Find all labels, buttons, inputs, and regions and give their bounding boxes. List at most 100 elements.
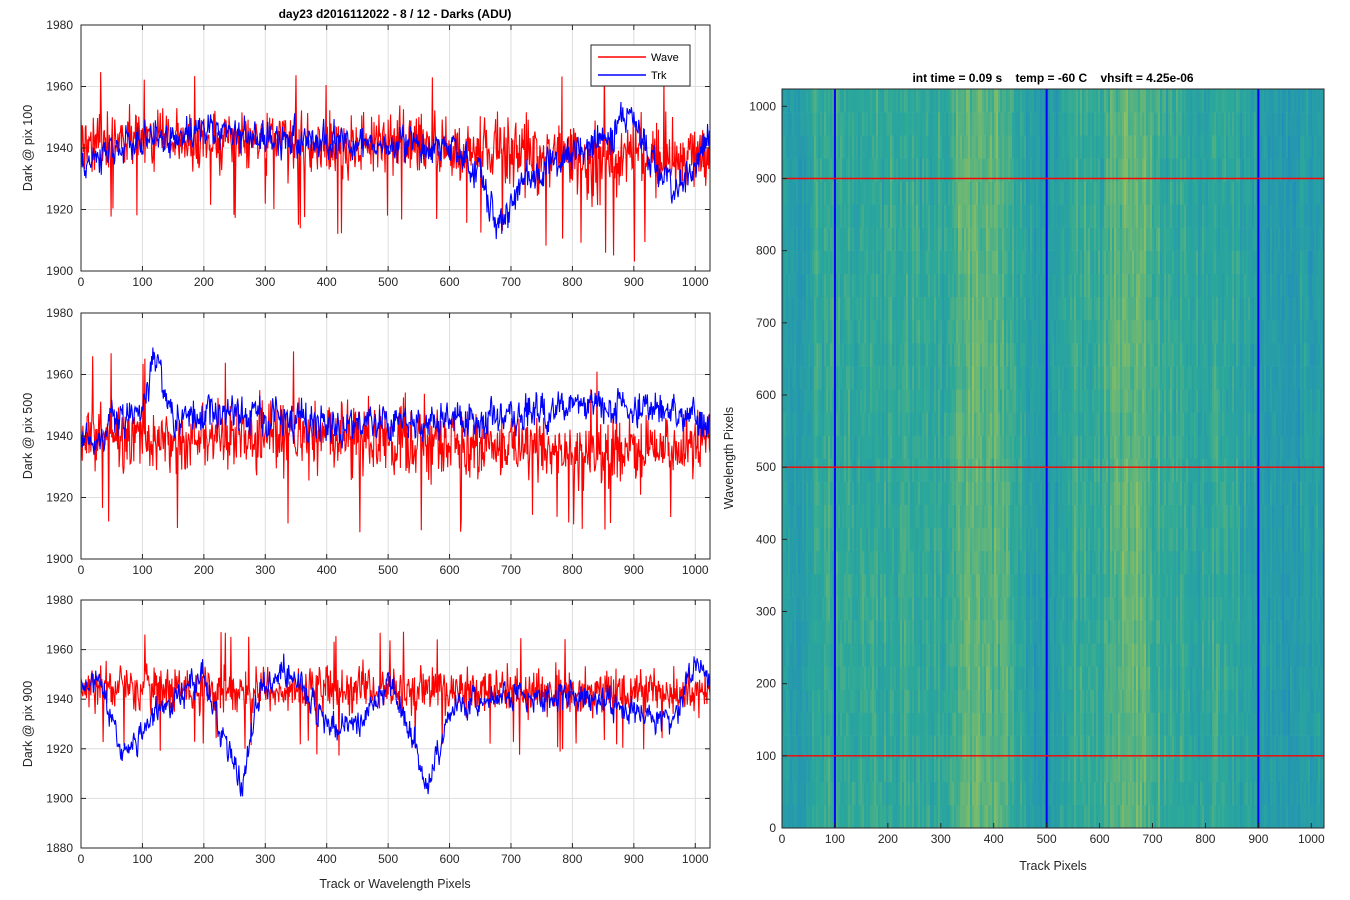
heatmap-cell — [786, 781, 789, 806]
heatmap-cell — [946, 343, 949, 367]
heatmap-cell — [914, 597, 917, 621]
heatmap-cell — [908, 781, 911, 806]
heatmap-cell — [836, 573, 839, 598]
heatmap-cell — [1072, 735, 1075, 760]
heatmap-cell — [928, 204, 931, 228]
heatmap-cell — [884, 112, 887, 136]
heatmap-cell — [842, 712, 845, 736]
heatmap-cell — [888, 550, 891, 575]
heatmap-cell — [844, 112, 847, 136]
heatmap-cell — [914, 643, 917, 667]
heatmap-cell — [856, 435, 859, 459]
heatmap-cell — [974, 735, 977, 760]
heatmap-cell — [888, 181, 891, 205]
heatmap-cell — [1056, 458, 1059, 482]
heatmap-cell — [938, 689, 941, 713]
heatmap-cell — [882, 366, 885, 390]
heatmap-cell — [836, 481, 839, 505]
heatmap-cell — [926, 458, 929, 482]
heatmap-cell — [836, 273, 839, 298]
heatmap-cell — [924, 389, 927, 413]
heatmap-cell — [920, 504, 923, 529]
heatmap-cell — [1036, 597, 1039, 621]
heatmap-cell — [916, 343, 919, 367]
heatmap-cell — [1058, 366, 1061, 390]
heatmap-cell — [876, 112, 879, 136]
heatmap-cell — [912, 435, 915, 459]
heatmap-cell — [974, 804, 977, 828]
heatmap-cell — [796, 250, 799, 275]
heatmap-cell — [862, 504, 865, 529]
heatmap-cell — [974, 412, 977, 436]
heatmap-cell — [908, 758, 911, 783]
heatmap-cell — [1072, 550, 1075, 575]
heatmap-cell — [1010, 643, 1013, 667]
heatmap-cell — [794, 527, 797, 552]
heatmap-cell — [1012, 666, 1015, 690]
heatmap-cell — [940, 112, 943, 136]
heatmap-cell — [786, 550, 789, 575]
x-tick-label: 700 — [501, 852, 521, 866]
heatmap-cell — [1070, 273, 1073, 298]
heatmap-cell — [1074, 573, 1077, 598]
heatmap-cell — [792, 389, 795, 413]
heatmap-cell — [790, 481, 793, 505]
heatmap-cell — [1010, 550, 1013, 575]
heatmap-cell — [840, 735, 843, 760]
heatmap-cell — [870, 389, 873, 413]
heatmap-cell — [1050, 804, 1053, 828]
heatmap-cell — [936, 758, 939, 783]
heatmap-cell — [982, 366, 985, 390]
heatmap-cell — [928, 758, 931, 783]
heatmap-cell — [790, 296, 793, 321]
heatmap-cell — [926, 527, 929, 552]
heatmap-cell — [792, 227, 795, 251]
heatmap-cell — [1002, 689, 1005, 713]
heatmap-cell — [836, 620, 839, 644]
heatmap-cell — [874, 435, 877, 459]
heatmap-cell — [852, 804, 855, 828]
heatmap-cell — [842, 620, 845, 644]
heatmap-cell — [1002, 112, 1005, 136]
heatmap-cell — [890, 158, 893, 182]
heatmap-cell — [880, 158, 883, 182]
heatmap-cell — [848, 296, 851, 321]
heatmap-cell — [814, 804, 817, 828]
heatmap-cell — [796, 135, 799, 159]
heatmap-cell — [1070, 758, 1073, 783]
heatmap-cell — [1076, 296, 1079, 321]
heatmap-cell — [1022, 458, 1025, 482]
heatmap-cell — [800, 181, 803, 205]
heatmap-cell — [1008, 319, 1011, 344]
heatmap-cell — [808, 504, 811, 529]
heatmap-cell — [1044, 504, 1047, 529]
heatmap-cell — [878, 227, 881, 251]
heatmap-cell — [1008, 550, 1011, 575]
heatmap-cell — [806, 712, 809, 736]
heatmap-cell — [974, 481, 977, 505]
heatmap-cell — [980, 527, 983, 552]
heatmap-cell — [900, 112, 903, 136]
heatmap-cell — [784, 204, 787, 228]
heatmap-cell — [784, 481, 787, 505]
heatmap-cell — [922, 712, 925, 736]
heatmap-cell — [1078, 643, 1081, 667]
heatmap-cell — [856, 597, 859, 621]
heatmap-cell — [816, 735, 819, 760]
heatmap-cell — [1066, 89, 1069, 113]
heatmap-cell — [1056, 758, 1059, 783]
heatmap-cell — [850, 89, 853, 113]
heatmap-cell — [800, 527, 803, 552]
heatmap-cell — [1038, 735, 1041, 760]
heatmap-cell — [896, 296, 899, 321]
heatmap-cell — [884, 689, 887, 713]
heatmap-cell — [950, 458, 953, 482]
heatmap-cell — [838, 343, 841, 367]
heatmap-cell — [1044, 689, 1047, 713]
heatmap-cell — [920, 481, 923, 505]
heatmap-cell — [974, 181, 977, 205]
heatmap-cell — [790, 735, 793, 760]
heatmap-cell — [878, 712, 881, 736]
heatmap-cell — [976, 343, 979, 367]
heatmap-cell — [858, 389, 861, 413]
